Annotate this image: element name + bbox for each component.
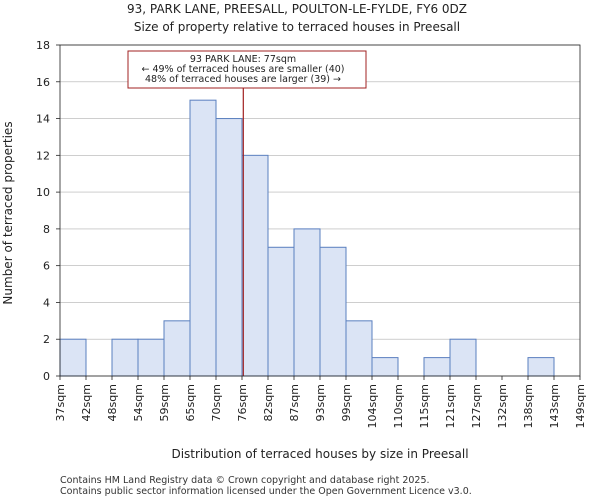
x-tick-label: 76sqm bbox=[236, 384, 249, 421]
x-tick-label: 37sqm bbox=[54, 384, 67, 421]
x-tick-label: 70sqm bbox=[210, 384, 223, 421]
annotation-box: 93 PARK LANE: 77sqm ← 49% of terraced ho… bbox=[127, 50, 367, 89]
x-tick-label: 132sqm bbox=[496, 384, 509, 428]
annotation-line-2: ← 49% of terraced houses are smaller (40… bbox=[141, 64, 344, 75]
x-axis-ticks: 37sqm 42sqm 48sqm 54sqm 59sqm 65sqm 70sqm 76sqm… bbox=[54, 376, 587, 428]
histogram-bar bbox=[345, 320, 373, 377]
annotation-line-3: 48% of terraced houses are larger (39) → bbox=[145, 74, 341, 85]
annotation-box-frame bbox=[127, 50, 367, 89]
y-tick-label: 0 bbox=[43, 370, 50, 383]
y-tick-label: 16 bbox=[36, 76, 50, 89]
chart-title: 93, PARK LANE, PREESALL, POULTON-LE-FYLD… bbox=[127, 2, 467, 16]
y-tick-label: 10 bbox=[36, 186, 50, 199]
x-tick-label: 127sqm bbox=[470, 384, 483, 428]
x-tick-label: 110sqm bbox=[392, 384, 405, 428]
histogram-bar bbox=[215, 118, 243, 377]
x-tick-label: 82sqm bbox=[262, 384, 275, 421]
histogram-bar bbox=[241, 154, 269, 377]
chart-subtitle: Size of property relative to terraced ho… bbox=[134, 20, 460, 34]
histogram-bar bbox=[319, 246, 347, 377]
x-tick-label: 143sqm bbox=[548, 384, 561, 428]
footer-line-2: Contains public sector information licen… bbox=[60, 486, 472, 497]
y-tick-label: 8 bbox=[43, 223, 50, 236]
y-tick-label: 12 bbox=[36, 149, 50, 162]
annotation-line-1: 93 PARK LANE: 77sqm bbox=[190, 54, 296, 65]
histogram-bar bbox=[293, 228, 321, 377]
y-tick-label: 14 bbox=[36, 113, 50, 126]
histogram-bar bbox=[267, 246, 295, 377]
x-tick-label: 99sqm bbox=[340, 384, 353, 421]
x-tick-label: 42sqm bbox=[80, 384, 93, 421]
histogram-bar bbox=[59, 338, 87, 377]
x-tick-label: 65sqm bbox=[184, 384, 197, 421]
histogram-bar bbox=[189, 99, 217, 377]
y-tick-label: 18 bbox=[36, 39, 50, 52]
x-tick-label: 93sqm bbox=[314, 384, 327, 421]
x-tick-label: 149sqm bbox=[574, 384, 587, 428]
histogram-bar bbox=[371, 357, 399, 377]
histogram-bar bbox=[527, 357, 555, 377]
x-tick-label: 59sqm bbox=[158, 384, 171, 421]
y-tick-label: 6 bbox=[43, 260, 50, 273]
footer-line-1: Contains HM Land Registry data © Crown c… bbox=[60, 475, 430, 486]
y-tick-label: 4 bbox=[43, 296, 50, 309]
bars bbox=[59, 99, 555, 377]
y-axis-ticks: 0 2 4 6 8 10 12 14 16 18 bbox=[36, 39, 60, 383]
x-axis-label: Distribution of terraced houses by size … bbox=[171, 447, 468, 461]
x-tick-label: 87sqm bbox=[288, 384, 301, 421]
x-tick-label: 54sqm bbox=[132, 384, 145, 421]
x-tick-label: 48sqm bbox=[106, 384, 119, 421]
x-tick-label: 104sqm bbox=[366, 384, 379, 428]
y-axis-label: Number of terraced properties bbox=[1, 121, 15, 304]
histogram-bar bbox=[449, 338, 477, 377]
x-tick-label: 115sqm bbox=[418, 384, 431, 428]
y-tick-label: 2 bbox=[43, 333, 50, 346]
x-tick-label: 138sqm bbox=[522, 384, 535, 428]
histogram-bar bbox=[163, 320, 191, 377]
x-tick-label: 121sqm bbox=[444, 384, 457, 428]
histogram-bar bbox=[137, 338, 165, 377]
histogram-bar bbox=[423, 357, 451, 377]
histogram-bar bbox=[111, 338, 139, 377]
